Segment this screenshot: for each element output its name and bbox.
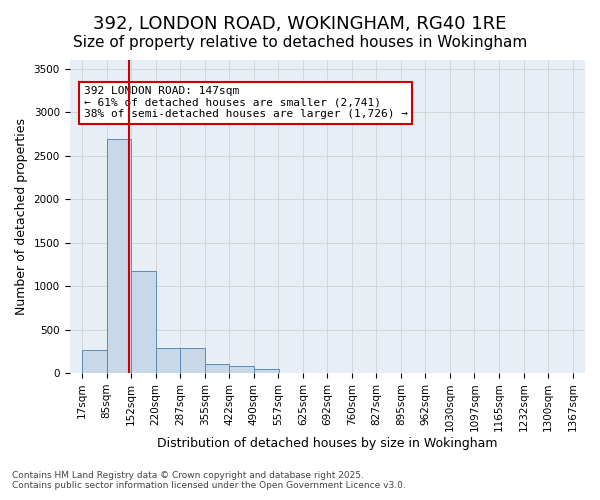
Text: 392, LONDON ROAD, WOKINGHAM, RG40 1RE: 392, LONDON ROAD, WOKINGHAM, RG40 1RE [94, 15, 506, 33]
Y-axis label: Number of detached properties: Number of detached properties [15, 118, 28, 315]
Bar [229, 366, 254, 373]
Text: Size of property relative to detached houses in Wokingham: Size of property relative to detached ho… [73, 35, 527, 50]
Text: Contains HM Land Registry data © Crown copyright and database right 2025.
Contai: Contains HM Land Registry data © Crown c… [12, 470, 406, 490]
Bar [107, 139, 131, 373]
X-axis label: Distribution of detached houses by size in Wokingham: Distribution of detached houses by size … [157, 437, 497, 450]
Bar [82, 350, 107, 373]
Bar [205, 364, 229, 373]
Bar [254, 370, 278, 373]
Bar [180, 348, 205, 373]
Bar [155, 348, 181, 373]
Bar [131, 272, 155, 373]
Text: 392 LONDON ROAD: 147sqm
← 61% of detached houses are smaller (2,741)
38% of semi: 392 LONDON ROAD: 147sqm ← 61% of detache… [84, 86, 408, 120]
